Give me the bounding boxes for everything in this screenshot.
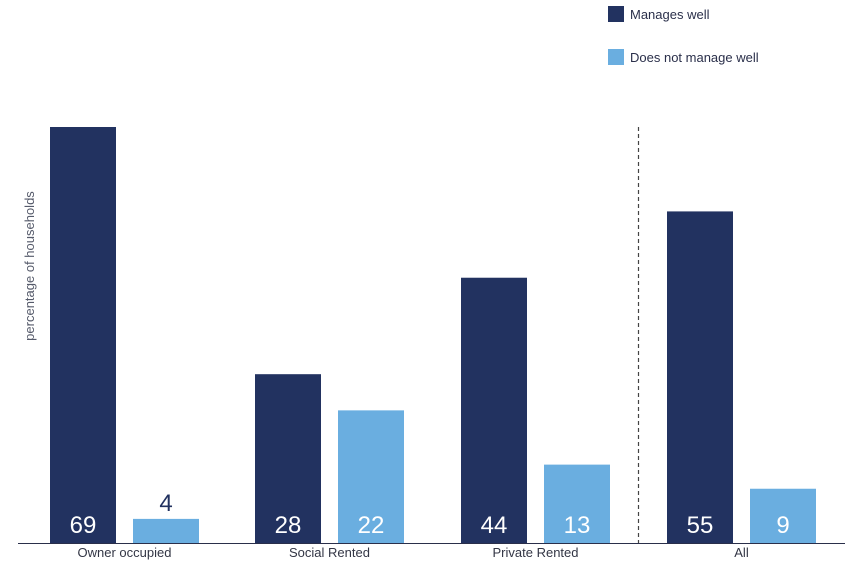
legend: Manages well Does not manage well <box>608 4 759 90</box>
x-tick-label-owner-occupied: Owner occupied <box>78 545 172 560</box>
bar-manages-well-private-rented <box>461 277 527 543</box>
data-label-manages-well-owner-occupied: 69 <box>70 512 97 539</box>
data-label-does-not-manage-well-all: 9 <box>776 512 789 539</box>
data-label-manages-well-social-rented: 28 <box>275 512 302 539</box>
data-label-does-not-manage-well-private-rented: 13 <box>564 512 591 539</box>
bar-does-not-manage-well-social-rented <box>338 410 404 543</box>
bar-manages-well-owner-occupied <box>50 127 116 543</box>
legend-label-manages-well: Manages well <box>630 6 710 22</box>
bar-does-not-manage-well-private-rented <box>544 464 610 543</box>
bar-does-not-manage-well-owner-occupied <box>133 518 199 543</box>
bar-manages-well-all <box>667 211 733 543</box>
data-label-manages-well-all: 55 <box>687 512 714 539</box>
y-axis-label: percentage of households <box>22 191 37 341</box>
legend-item-does-not-manage-well: Does not manage well <box>608 47 759 67</box>
bar-does-not-manage-well-all <box>750 488 816 543</box>
data-label-manages-well-private-rented: 44 <box>481 512 508 539</box>
x-tick-label-all: All <box>734 545 749 560</box>
legend-swatch-does-not-manage-well <box>608 49 624 65</box>
legend-swatch-manages-well <box>608 6 624 22</box>
bar-manages-well-social-rented <box>255 374 321 543</box>
legend-item-manages-well: Manages well <box>608 4 759 24</box>
legend-label-does-not-manage-well: Does not manage well <box>630 49 759 65</box>
data-label-does-not-manage-well-owner-occupied: 4 <box>159 490 172 517</box>
data-label-does-not-manage-well-social-rented: 22 <box>358 512 385 539</box>
x-tick-label-social-rented: Social Rented <box>289 545 370 560</box>
x-tick-label-private-rented: Private Rented <box>493 545 579 560</box>
